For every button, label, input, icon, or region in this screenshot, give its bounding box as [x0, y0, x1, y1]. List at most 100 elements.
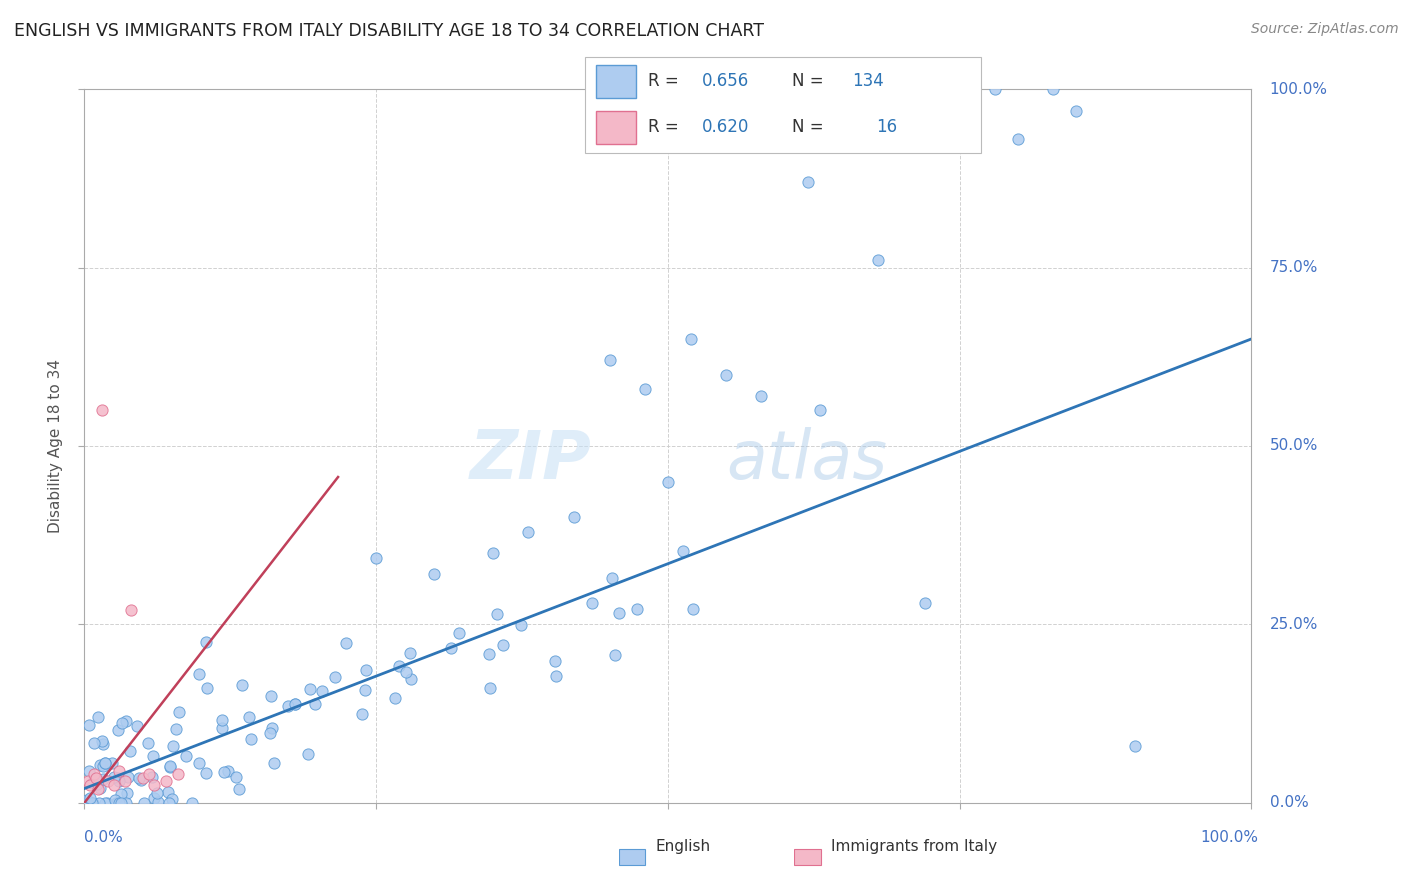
Point [115, 787, 138, 801]
Point [284, 698, 307, 712]
Point [354, 663, 377, 677]
Point [162, 739, 184, 754]
Point [79, 796, 101, 810]
Point [87, 710, 110, 724]
Point [79, 778, 101, 792]
Point [166, 767, 188, 781]
Point [79, 796, 101, 810]
Point [146, 786, 169, 800]
Point [83, 736, 105, 750]
Text: N =: N = [792, 119, 828, 136]
Text: 100.0%: 100.0% [1201, 830, 1258, 845]
Point [399, 646, 422, 660]
Text: ZIP: ZIP [470, 427, 592, 493]
Point [633, 382, 655, 396]
Point [516, 524, 538, 539]
Text: R =: R = [648, 72, 683, 90]
Point [105, 796, 128, 810]
Point [103, 770, 125, 784]
Point [142, 749, 165, 764]
Point [187, 756, 209, 770]
Point [212, 765, 235, 780]
Point [93, 756, 115, 770]
Point [84, 772, 107, 787]
Point [90, 733, 112, 747]
Point [76, 796, 98, 810]
Point [231, 678, 253, 692]
Point [195, 635, 218, 649]
Point [159, 760, 181, 774]
Point [600, 571, 623, 585]
Bar [619, 849, 645, 865]
Point [77, 718, 100, 732]
Point [478, 681, 501, 696]
Text: Source: ZipAtlas.com: Source: ZipAtlas.com [1251, 22, 1399, 37]
Point [110, 796, 132, 810]
Point [86, 777, 108, 791]
Point [228, 781, 250, 796]
Point [866, 253, 889, 268]
Point [157, 785, 180, 799]
Point [117, 770, 139, 784]
Point [101, 756, 124, 771]
Point [195, 766, 218, 780]
Point [681, 332, 703, 346]
Point [304, 697, 326, 711]
Point [716, 368, 738, 382]
Point [108, 796, 131, 810]
Point [983, 82, 1005, 96]
Point [167, 705, 190, 719]
Point [80, 796, 103, 810]
Point [607, 607, 630, 621]
Point [127, 719, 149, 733]
Text: 0.620: 0.620 [702, 119, 749, 136]
Point [323, 670, 346, 684]
Point [80, 776, 103, 790]
Point [423, 567, 446, 582]
Point [76, 774, 98, 789]
Point [1123, 739, 1146, 753]
Point [603, 648, 626, 662]
Point [114, 796, 136, 810]
Point [297, 747, 319, 761]
Point [104, 793, 127, 807]
Point [108, 764, 131, 778]
Point [195, 681, 218, 695]
Point [447, 625, 470, 640]
Point [354, 683, 377, 698]
Text: N =: N = [792, 72, 828, 90]
Point [440, 641, 463, 656]
Point [384, 690, 406, 705]
Point [211, 713, 233, 727]
Point [298, 682, 321, 697]
Text: 100.0%: 100.0% [1270, 82, 1327, 96]
Point [83, 767, 105, 781]
Text: 134: 134 [852, 72, 884, 90]
Bar [596, 111, 636, 144]
Point [77, 764, 100, 779]
Point [225, 770, 247, 784]
Point [388, 659, 411, 673]
Bar [596, 65, 636, 97]
Point [364, 551, 387, 566]
Point [79, 790, 101, 805]
Point [108, 774, 131, 789]
Point [89, 758, 111, 772]
Point [91, 759, 114, 773]
Point [159, 759, 181, 773]
Point [914, 596, 936, 610]
Point [682, 601, 704, 615]
Point [492, 638, 515, 652]
Point [143, 778, 166, 792]
Point [262, 721, 284, 735]
Point [91, 737, 114, 751]
Point [138, 767, 160, 781]
FancyBboxPatch shape [585, 56, 981, 153]
Point [599, 353, 621, 368]
Point [89, 780, 111, 795]
Point [181, 796, 204, 810]
Text: 50.0%: 50.0% [1270, 439, 1317, 453]
Text: 0.0%: 0.0% [84, 830, 124, 845]
Point [76, 796, 98, 810]
Point [626, 602, 648, 616]
